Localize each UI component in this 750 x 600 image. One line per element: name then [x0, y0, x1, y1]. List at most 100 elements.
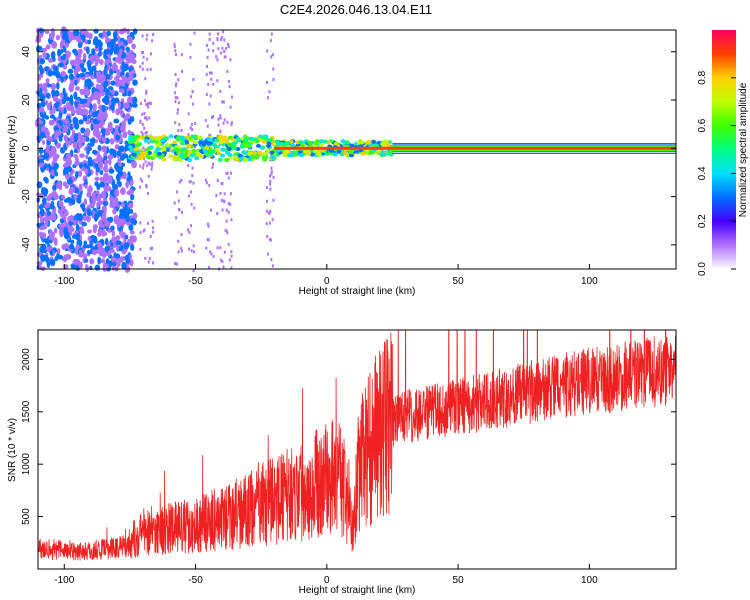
- spectrogram-cell: [222, 100, 225, 104]
- spectrogram-cell: [98, 42, 103, 48]
- spectrogram-cell: [41, 224, 47, 230]
- spectrogram-cell: [75, 224, 80, 232]
- spectrogram-cell: [111, 236, 117, 244]
- spectrogram-cell: [126, 36, 133, 45]
- spectrogram-cell: [145, 117, 148, 121]
- spectrogram-cell: [124, 140, 129, 145]
- spectrogram-cell: [219, 114, 222, 118]
- spectrogram-cell: [115, 108, 120, 116]
- spectrogram-cell: [222, 30, 225, 34]
- spectrogram-cell: [139, 65, 142, 69]
- spectrogram-cell: [187, 228, 190, 232]
- spectrogram-cell: [132, 79, 138, 86]
- spectrogram-cell: [356, 140, 362, 145]
- spectrogram-cell: [74, 122, 80, 130]
- spectrogram-cell: [130, 73, 134, 82]
- spectrogram-cell: [69, 94, 74, 102]
- spectrogram-cell: [69, 59, 76, 66]
- spectrogram-cell: [142, 229, 145, 233]
- spectrogram-cell: [56, 81, 60, 90]
- spectrogram-cell: [145, 103, 148, 107]
- spectrogram-cell: [177, 250, 180, 254]
- spectrogram-cell: [56, 248, 61, 255]
- spectrogram-cell: [46, 135, 52, 141]
- spectrogram-cell: [98, 121, 104, 129]
- spectrogram-cell: [65, 174, 70, 180]
- spectrogram-cell: [106, 30, 112, 37]
- spectrogram-cell: [46, 260, 51, 269]
- spectrogram-cell: [208, 37, 211, 41]
- spectrogram-cell: [110, 248, 115, 254]
- spectrogram-cell: [189, 55, 192, 59]
- spectrogram-cell: [177, 158, 183, 163]
- spectrogram-cell: [213, 138, 219, 143]
- spectrogram-cell: [265, 148, 271, 153]
- spectrogram-cell: [205, 43, 208, 47]
- spectrogram-cell: [62, 64, 67, 70]
- spectrogram-cell: [381, 152, 387, 157]
- spectrogram-cell: [230, 95, 233, 99]
- spectrogram-cell: [322, 139, 328, 144]
- spectrogram-cell: [272, 198, 275, 202]
- spectrogram-cell: [178, 180, 181, 184]
- spectrogram-cell: [192, 77, 195, 81]
- spectrogram-cell: [145, 131, 148, 135]
- spectrogram-cell: [118, 162, 122, 167]
- spectrogram-cell: [220, 153, 226, 158]
- spectrogram-cell: [271, 53, 274, 57]
- spectrogram-cell: [64, 42, 70, 48]
- spectrogram-cell: [102, 30, 106, 38]
- spectrogram-cell: [151, 152, 157, 157]
- spectrogram-cell: [151, 219, 154, 223]
- spectrogram-cell: [193, 134, 199, 139]
- spectrogram-cell: [143, 126, 146, 130]
- spectrogram-cell: [173, 45, 176, 49]
- spectrogram-cell: [63, 118, 70, 125]
- spectrogram-cell: [262, 152, 268, 157]
- spectrogram-cell: [227, 243, 230, 247]
- spectrogram-cell: [82, 215, 88, 221]
- spectrogram-cell: [121, 249, 127, 255]
- spectrogram-cell: [47, 69, 53, 77]
- spectrogram-cell: [206, 124, 209, 128]
- spectrogram-cell: [178, 122, 181, 126]
- spectrogram-cell: [145, 89, 148, 93]
- spectrogram-cell: [129, 175, 133, 181]
- spectrogram-cell: [94, 213, 98, 220]
- spectrogram-cell: [80, 88, 84, 94]
- spectrogram-cell: [227, 79, 230, 83]
- spectrogram-cell: [145, 147, 151, 152]
- spectrogram-cell: [209, 250, 212, 254]
- spectrogram-cell: [212, 82, 215, 86]
- spectrogram-cell: [79, 153, 85, 158]
- spectrogram-cell: [87, 114, 91, 119]
- spectrogram-cell: [205, 246, 208, 250]
- spectrogram-cell: [79, 108, 85, 115]
- spectrogram-cell: [150, 167, 153, 171]
- spectrogram-cell: [217, 157, 223, 162]
- chart-title: C2E4.2026.046.13.04.E11: [280, 2, 432, 17]
- spectrogram-cell: [100, 258, 106, 264]
- spectrogram-panel: -100 -50 0 50 100 -40 -20 0 20 40 Height of stra…: [7, 26, 677, 297]
- spectrogram-cell: [152, 261, 155, 265]
- spectrogram-cell: [141, 50, 144, 54]
- spectrogram-cell: [89, 202, 95, 208]
- spectrogram-cell: [43, 163, 48, 169]
- spectrogram-cell: [145, 154, 151, 159]
- spectrogram-cell: [163, 136, 169, 141]
- spectrogram-cell: [49, 110, 54, 115]
- spectrogram-cell: [174, 147, 180, 152]
- spectrogram-cell: [104, 58, 110, 63]
- spectrogram-cell: [212, 162, 215, 166]
- spectrogram-cell: [266, 252, 269, 256]
- spectrogram-cell: [97, 256, 102, 265]
- spectrogram-cell: [127, 206, 131, 215]
- spectrogram-cell: [229, 202, 232, 206]
- spectrogram-cell: [205, 73, 208, 77]
- spectrogram-cell: [206, 64, 209, 68]
- x-tick-label: -50: [188, 575, 203, 586]
- spectrogram-cell: [61, 215, 67, 220]
- spectrogram-cell: [282, 153, 288, 158]
- spectrogram-cell: [105, 258, 110, 265]
- spectrogram-cell: [241, 150, 247, 155]
